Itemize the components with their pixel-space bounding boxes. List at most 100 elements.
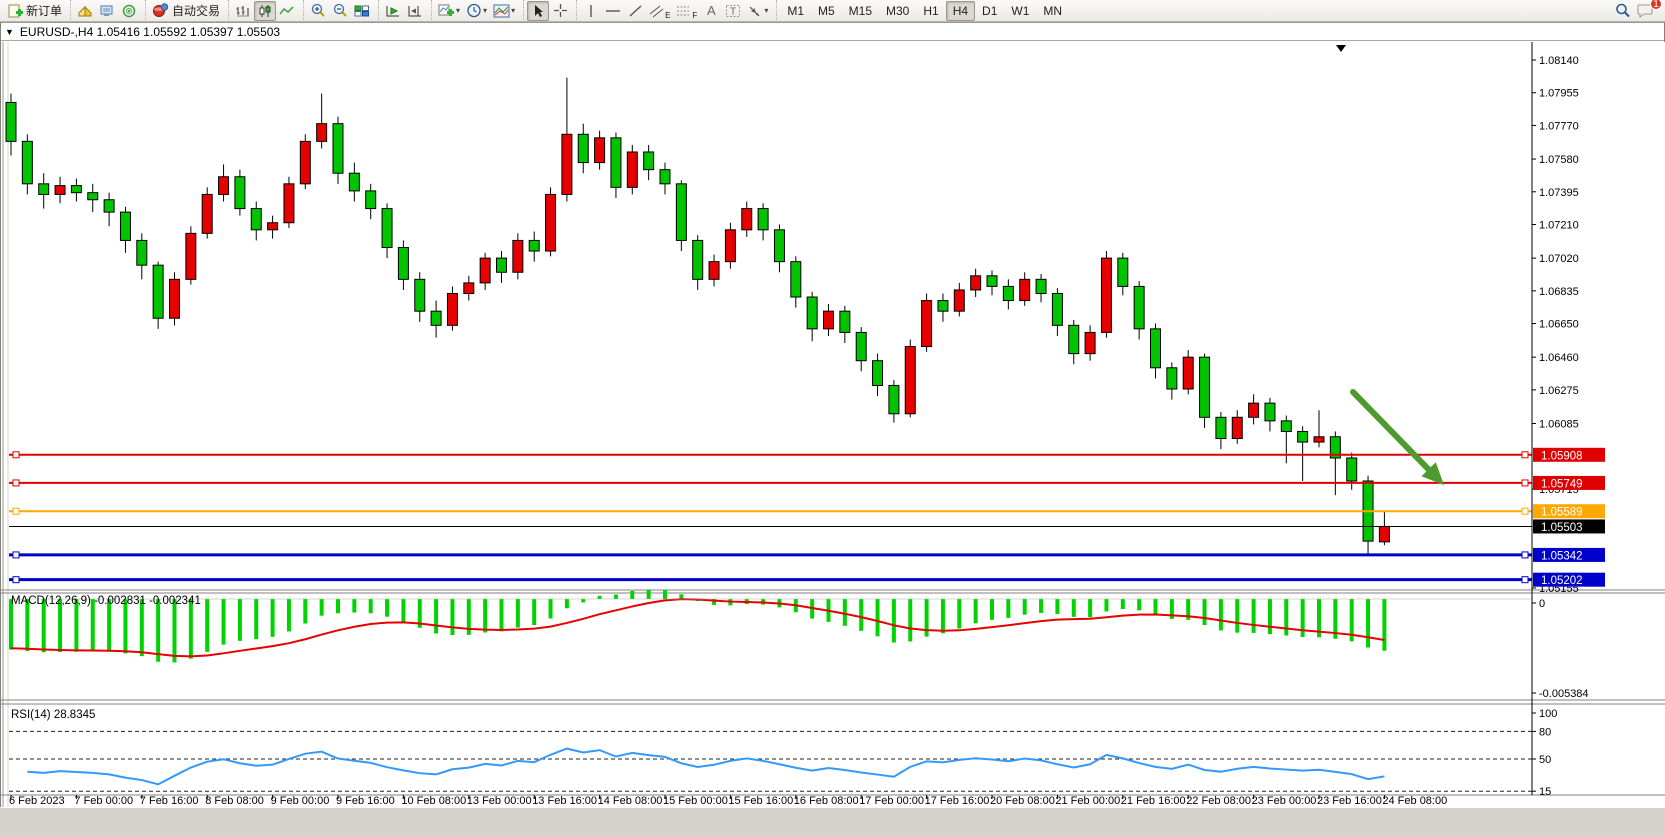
chart-plot-area[interactable]: 1.08140 1.07955 1.07770 1.07580 1.07395 1.072… (1, 42, 1665, 807)
add-indicator-button[interactable]: ▾ (435, 1, 463, 21)
timeframe-button-m30[interactable]: M30 (886, 3, 910, 18)
svg-text:T: T (730, 6, 736, 17)
toolbar-group-timeframes: M1 M5 M15 M30 H1 H4 D1 W1 MN (776, 0, 1072, 22)
date-label: 9 Feb 00:00 (271, 795, 330, 807)
timeframe-button-d1[interactable]: D1 (982, 3, 998, 18)
crosshair-button[interactable] (549, 1, 571, 21)
market-watch-button[interactable] (74, 1, 96, 21)
level-handle[interactable] (1521, 576, 1529, 584)
macd-label: MACD(12,26,9) -0.002831 -0.002341 (11, 595, 201, 607)
chart-shift-button[interactable] (404, 1, 426, 21)
candles-layer (5, 77, 1390, 556)
notifications-button[interactable]: 1 (1634, 0, 1662, 21)
date-axis[interactable]: 6 Feb 2023 7 Feb 00:00 7 Feb 16:00 8 Feb 08… (9, 795, 1447, 807)
template-icon (493, 4, 510, 17)
level-handle[interactable] (12, 479, 20, 487)
date-label: 24 Feb 08:00 (1382, 795, 1447, 807)
timeframe-button-h1[interactable]: H1 (923, 3, 939, 18)
date-label: 21 Feb 00:00 (1055, 795, 1120, 807)
date-label: 7 Feb 00:00 (74, 795, 133, 807)
text-label-icon: T (726, 4, 741, 17)
level-handle[interactable] (12, 451, 20, 459)
horizontal-line-button[interactable] (602, 1, 624, 21)
toolbar-group-charttype (228, 0, 301, 22)
arrow-annotation[interactable] (1350, 389, 1444, 485)
candlestick-chart-button[interactable] (254, 0, 277, 21)
level-lines-layer (9, 451, 1532, 584)
auto-scroll-button[interactable] (382, 1, 404, 21)
data-window-button[interactable] (96, 1, 118, 21)
price-tick-label: 1.07020 (1539, 253, 1579, 265)
level-price-label-box (1533, 572, 1605, 587)
tile-windows-icon (354, 5, 370, 16)
price-chart-svg: 1.08140 1.07955 1.07770 1.07580 1.07395 1.072… (1, 42, 1665, 807)
level-handle[interactable] (1521, 479, 1529, 487)
search-button[interactable] (1612, 1, 1634, 21)
level-handle[interactable] (12, 576, 20, 584)
chart-shift-icon (408, 5, 422, 16)
price-tick-label: 1.07395 (1539, 187, 1579, 199)
trendline-button[interactable] (624, 1, 646, 21)
toolbar-group-trade: 新订单 (2, 0, 68, 22)
timeframe-button-w1[interactable]: W1 (1011, 3, 1030, 18)
level-handle[interactable] (1521, 451, 1529, 459)
add-indicator-caret[interactable]: ▾ (456, 6, 461, 15)
price-axis[interactable]: 1.08140 1.07955 1.07770 1.07580 1.07395 1.072… (1531, 42, 1605, 798)
bar-chart-button[interactable] (232, 1, 254, 21)
date-label: 22 Feb 08:00 (1186, 795, 1251, 807)
price-tick-label: 1.06650 (1539, 319, 1579, 331)
level-handle[interactable] (12, 551, 20, 559)
rsi-label: RSI(14) 28.8345 (11, 709, 95, 721)
fibonacci-button[interactable]: F (673, 1, 700, 21)
horizontal-line-icon (606, 9, 621, 12)
auto-scroll-icon (386, 5, 400, 16)
arrows-caret[interactable]: ▾ (764, 6, 769, 15)
date-label: 10 Feb 08:00 (401, 795, 466, 807)
level-handle[interactable] (1521, 551, 1529, 559)
level-price-label-box (1533, 447, 1605, 462)
zoom-in-button[interactable] (307, 1, 329, 21)
level-price-label: 1.05749 (1541, 478, 1583, 490)
date-label: 17 Feb 00:00 (859, 795, 924, 807)
vertical-line-button[interactable] (580, 1, 602, 21)
autotrade-button[interactable]: 自动交易 (149, 1, 223, 21)
timeframe-button-m5[interactable]: M5 (818, 3, 835, 18)
chart-menu-icon[interactable]: ▼ (5, 26, 14, 37)
level-price-label-box (1533, 547, 1605, 562)
timeframe-button-m15[interactable]: M15 (848, 3, 873, 18)
tile-windows-button[interactable] (351, 1, 373, 21)
equidistant-channel-button[interactable]: E (646, 1, 673, 21)
strategy-tester-icon (122, 4, 136, 17)
equidistant-channel-icon (649, 5, 664, 17)
template-caret[interactable]: ▾ (511, 6, 516, 15)
level-handle[interactable] (1521, 507, 1529, 515)
strategy-tester-button[interactable] (118, 1, 140, 21)
date-label: 13 Feb 16:00 (532, 795, 597, 807)
date-label: 7 Feb 16:00 (140, 795, 199, 807)
cursor-button[interactable] (527, 0, 550, 21)
rsi-scale-tick: 100 (1539, 708, 1557, 720)
timeframe-button-mn[interactable]: MN (1043, 3, 1063, 18)
level-handle[interactable] (12, 507, 20, 515)
timeframe-button-m1[interactable]: M1 (787, 3, 804, 18)
zoom-out-button[interactable] (329, 1, 351, 21)
price-tick-label: 1.07580 (1539, 154, 1579, 166)
toolbar-group-autotrade: 自动交易 (145, 0, 226, 22)
fibonacci-icon (677, 6, 690, 15)
zoom-out-icon (333, 3, 347, 17)
period-caret[interactable]: ▾ (483, 6, 488, 15)
period-button[interactable]: ▾ (463, 1, 490, 21)
candlestick-chart-icon (259, 4, 271, 17)
new-order-button[interactable]: 新订单 (5, 1, 65, 21)
template-button[interactable]: ▾ (490, 1, 518, 21)
arrows-tool-icon (749, 6, 760, 16)
text-button[interactable]: A (700, 1, 722, 21)
text-label-button[interactable]: T (722, 1, 744, 21)
timeframe-button-h4[interactable]: H4 (945, 0, 976, 21)
price-tick-label: 1.07210 (1539, 220, 1579, 232)
line-chart-button[interactable] (276, 1, 298, 21)
level-price-label: 1.05503 (1541, 522, 1583, 534)
arrows-tool-button[interactable]: ▾ (744, 1, 771, 21)
macd-signal-line (10, 598, 1385, 658)
date-label: 14 Feb 08:00 (598, 795, 663, 807)
